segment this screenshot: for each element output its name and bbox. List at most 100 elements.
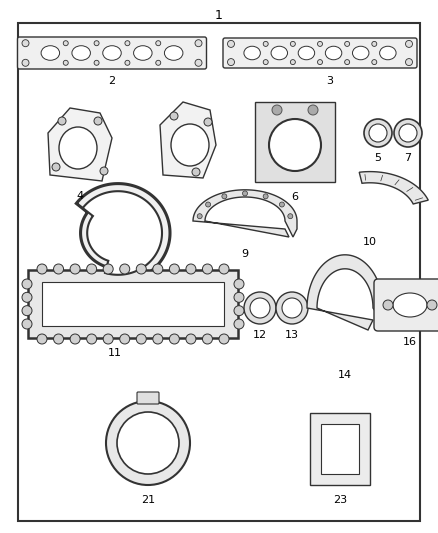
Circle shape xyxy=(406,41,413,47)
Circle shape xyxy=(234,319,244,329)
Circle shape xyxy=(53,264,64,274)
Text: 10: 10 xyxy=(363,237,377,247)
Text: 12: 12 xyxy=(253,330,267,340)
Circle shape xyxy=(364,119,392,147)
Polygon shape xyxy=(83,191,162,275)
Circle shape xyxy=(427,300,437,310)
Circle shape xyxy=(263,60,268,64)
Ellipse shape xyxy=(269,119,321,171)
Circle shape xyxy=(136,334,146,344)
Circle shape xyxy=(290,42,295,46)
Circle shape xyxy=(170,112,178,120)
Circle shape xyxy=(263,194,268,199)
Circle shape xyxy=(222,194,227,199)
Circle shape xyxy=(372,42,377,46)
Circle shape xyxy=(87,334,97,344)
Ellipse shape xyxy=(59,127,97,169)
Circle shape xyxy=(227,41,234,47)
Circle shape xyxy=(70,334,80,344)
Text: 1: 1 xyxy=(215,9,223,22)
Polygon shape xyxy=(48,108,112,181)
Circle shape xyxy=(372,60,377,64)
Circle shape xyxy=(58,117,66,125)
Ellipse shape xyxy=(164,46,183,60)
Circle shape xyxy=(22,305,32,316)
FancyBboxPatch shape xyxy=(321,424,359,474)
Circle shape xyxy=(94,117,102,125)
Text: 6: 6 xyxy=(292,192,299,202)
Circle shape xyxy=(22,319,32,329)
Text: 14: 14 xyxy=(338,370,352,380)
Text: 23: 23 xyxy=(333,495,347,505)
Circle shape xyxy=(100,167,108,175)
Circle shape xyxy=(125,60,130,66)
Circle shape xyxy=(202,334,212,344)
FancyBboxPatch shape xyxy=(18,37,206,69)
Circle shape xyxy=(406,59,413,66)
Circle shape xyxy=(120,334,130,344)
Ellipse shape xyxy=(393,293,427,317)
Circle shape xyxy=(186,334,196,344)
Circle shape xyxy=(318,42,322,46)
FancyBboxPatch shape xyxy=(137,392,159,404)
Circle shape xyxy=(192,168,200,176)
Circle shape xyxy=(94,60,99,66)
Circle shape xyxy=(394,119,422,147)
Circle shape xyxy=(276,292,308,324)
Circle shape xyxy=(272,105,282,115)
Circle shape xyxy=(22,39,29,47)
Circle shape xyxy=(318,60,322,64)
Ellipse shape xyxy=(41,46,60,60)
Circle shape xyxy=(153,334,163,344)
FancyBboxPatch shape xyxy=(255,102,335,182)
Ellipse shape xyxy=(134,46,152,60)
Circle shape xyxy=(87,264,97,274)
Polygon shape xyxy=(359,172,428,204)
Polygon shape xyxy=(160,102,216,178)
Circle shape xyxy=(345,42,350,46)
Text: 16: 16 xyxy=(403,337,417,347)
Text: 8: 8 xyxy=(114,295,122,305)
Ellipse shape xyxy=(298,46,314,60)
Ellipse shape xyxy=(103,46,121,60)
Ellipse shape xyxy=(244,46,260,60)
Circle shape xyxy=(70,264,80,274)
Circle shape xyxy=(244,292,276,324)
Text: 13: 13 xyxy=(285,330,299,340)
Circle shape xyxy=(195,39,202,47)
Circle shape xyxy=(263,42,268,46)
Circle shape xyxy=(125,41,130,46)
Circle shape xyxy=(288,214,293,219)
Circle shape xyxy=(227,59,234,66)
Circle shape xyxy=(22,59,29,66)
Circle shape xyxy=(156,60,161,66)
Ellipse shape xyxy=(271,46,287,60)
Text: 9: 9 xyxy=(241,249,248,259)
Circle shape xyxy=(279,202,284,207)
Circle shape xyxy=(136,264,146,274)
Text: 4: 4 xyxy=(77,191,84,201)
Circle shape xyxy=(383,300,393,310)
Circle shape xyxy=(103,264,113,274)
Circle shape xyxy=(170,334,180,344)
FancyBboxPatch shape xyxy=(310,413,370,485)
Circle shape xyxy=(153,264,163,274)
FancyBboxPatch shape xyxy=(28,270,238,338)
Circle shape xyxy=(94,41,99,46)
Text: 2: 2 xyxy=(109,76,116,86)
FancyBboxPatch shape xyxy=(18,23,420,521)
Ellipse shape xyxy=(325,46,342,60)
Circle shape xyxy=(103,334,113,344)
FancyBboxPatch shape xyxy=(374,279,438,331)
Ellipse shape xyxy=(353,46,369,60)
Text: 5: 5 xyxy=(374,153,381,163)
Circle shape xyxy=(219,264,229,274)
FancyBboxPatch shape xyxy=(223,38,417,68)
Circle shape xyxy=(308,105,318,115)
Circle shape xyxy=(399,124,417,142)
Text: 11: 11 xyxy=(108,348,122,358)
Ellipse shape xyxy=(72,46,90,60)
Circle shape xyxy=(22,279,32,289)
Circle shape xyxy=(170,264,180,274)
Text: 7: 7 xyxy=(404,153,412,163)
